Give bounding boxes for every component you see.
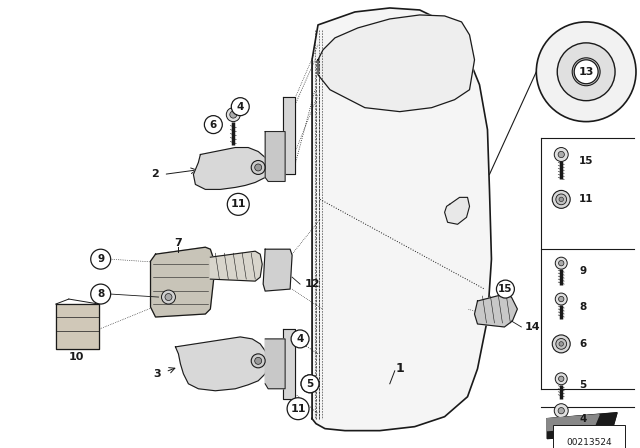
Text: 1: 1	[396, 362, 404, 375]
Circle shape	[255, 358, 262, 364]
Polygon shape	[547, 413, 617, 439]
Text: 5: 5	[307, 379, 314, 389]
Circle shape	[91, 284, 111, 304]
Circle shape	[559, 297, 564, 302]
Text: 14: 14	[524, 322, 540, 332]
Circle shape	[556, 194, 566, 205]
Polygon shape	[474, 294, 517, 327]
Circle shape	[552, 335, 570, 353]
Text: 6: 6	[210, 120, 217, 129]
Circle shape	[230, 111, 237, 118]
Circle shape	[559, 376, 564, 382]
Circle shape	[165, 293, 172, 301]
Circle shape	[574, 60, 598, 84]
Circle shape	[305, 379, 314, 388]
Text: 9: 9	[579, 266, 586, 276]
Circle shape	[227, 194, 249, 215]
Circle shape	[252, 160, 265, 174]
Circle shape	[572, 58, 600, 86]
Circle shape	[552, 190, 570, 208]
Text: 4: 4	[579, 414, 586, 424]
Text: 7: 7	[175, 238, 182, 248]
Text: 11: 11	[230, 199, 246, 209]
Circle shape	[91, 249, 111, 269]
Polygon shape	[56, 304, 99, 349]
Circle shape	[558, 151, 564, 158]
Polygon shape	[263, 249, 292, 291]
Circle shape	[287, 398, 309, 420]
Circle shape	[556, 293, 567, 305]
Polygon shape	[150, 247, 215, 317]
Circle shape	[556, 373, 567, 385]
Text: 9: 9	[97, 254, 104, 264]
Circle shape	[559, 260, 564, 266]
Text: 8: 8	[97, 289, 104, 299]
Polygon shape	[265, 339, 285, 389]
Circle shape	[559, 342, 563, 346]
Text: 00213524: 00213524	[566, 438, 612, 447]
Polygon shape	[547, 415, 599, 431]
Circle shape	[301, 375, 319, 393]
Text: 5: 5	[579, 380, 586, 390]
Circle shape	[301, 375, 319, 393]
Circle shape	[559, 197, 563, 202]
Polygon shape	[193, 147, 268, 190]
Circle shape	[291, 330, 309, 348]
Circle shape	[231, 98, 249, 116]
Circle shape	[161, 290, 175, 304]
Text: 12: 12	[305, 279, 321, 289]
Polygon shape	[312, 8, 492, 431]
Circle shape	[227, 108, 240, 121]
Text: 15: 15	[579, 156, 594, 167]
Circle shape	[255, 164, 262, 171]
Circle shape	[580, 66, 592, 78]
Circle shape	[556, 339, 566, 349]
Circle shape	[536, 22, 636, 121]
Circle shape	[558, 408, 564, 414]
Text: 11: 11	[291, 404, 306, 414]
Polygon shape	[175, 337, 268, 391]
Circle shape	[556, 257, 567, 269]
Text: 11: 11	[579, 194, 594, 204]
Text: 15: 15	[498, 284, 513, 294]
Polygon shape	[211, 251, 262, 281]
Text: 4: 4	[296, 334, 304, 344]
Text: 4: 4	[237, 102, 244, 112]
Circle shape	[554, 147, 568, 161]
Circle shape	[554, 404, 568, 418]
Text: 3: 3	[153, 369, 161, 379]
Polygon shape	[265, 132, 285, 181]
Text: 13: 13	[579, 67, 594, 77]
Polygon shape	[445, 198, 470, 224]
Polygon shape	[283, 97, 295, 174]
Text: 10: 10	[69, 352, 84, 362]
Text: 6: 6	[579, 339, 586, 349]
Circle shape	[252, 354, 265, 368]
Text: 8: 8	[579, 302, 586, 312]
Polygon shape	[318, 15, 474, 112]
Circle shape	[557, 43, 615, 101]
Circle shape	[497, 280, 515, 298]
Circle shape	[204, 116, 222, 134]
Polygon shape	[283, 329, 295, 399]
Text: 2: 2	[151, 169, 159, 180]
